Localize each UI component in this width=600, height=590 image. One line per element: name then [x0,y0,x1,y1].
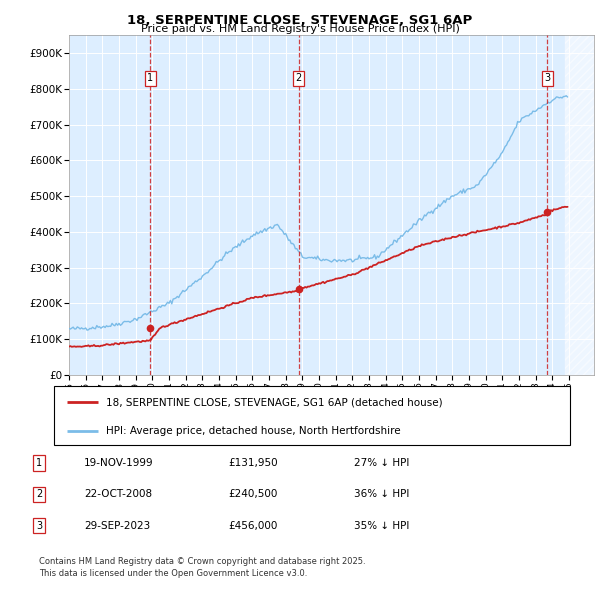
Text: HPI: Average price, detached house, North Hertfordshire: HPI: Average price, detached house, Nort… [106,426,400,435]
Text: 36% ↓ HPI: 36% ↓ HPI [354,490,409,499]
Text: 3: 3 [544,73,551,83]
Text: £240,500: £240,500 [228,490,277,499]
Text: 27% ↓ HPI: 27% ↓ HPI [354,458,409,468]
Text: 3: 3 [36,521,42,530]
Text: 2: 2 [296,73,302,83]
Text: 35% ↓ HPI: 35% ↓ HPI [354,521,409,530]
Text: Price paid vs. HM Land Registry's House Price Index (HPI): Price paid vs. HM Land Registry's House … [140,25,460,34]
Text: 29-SEP-2023: 29-SEP-2023 [84,521,150,530]
FancyBboxPatch shape [54,386,570,445]
Text: 22-OCT-2008: 22-OCT-2008 [84,490,152,499]
Text: 18, SERPENTINE CLOSE, STEVENAGE, SG1 6AP (detached house): 18, SERPENTINE CLOSE, STEVENAGE, SG1 6AP… [106,398,442,407]
Text: 2: 2 [36,490,42,499]
Text: 18, SERPENTINE CLOSE, STEVENAGE, SG1 6AP: 18, SERPENTINE CLOSE, STEVENAGE, SG1 6AP [127,14,473,27]
Bar [565,35,594,375]
Text: 1: 1 [147,73,154,83]
Text: £456,000: £456,000 [228,521,277,530]
Text: £131,950: £131,950 [228,458,278,468]
Text: 1: 1 [36,458,42,468]
Text: Contains HM Land Registry data © Crown copyright and database right 2025.: Contains HM Land Registry data © Crown c… [39,557,365,566]
Text: 19-NOV-1999: 19-NOV-1999 [84,458,154,468]
Text: This data is licensed under the Open Government Licence v3.0.: This data is licensed under the Open Gov… [39,569,307,578]
